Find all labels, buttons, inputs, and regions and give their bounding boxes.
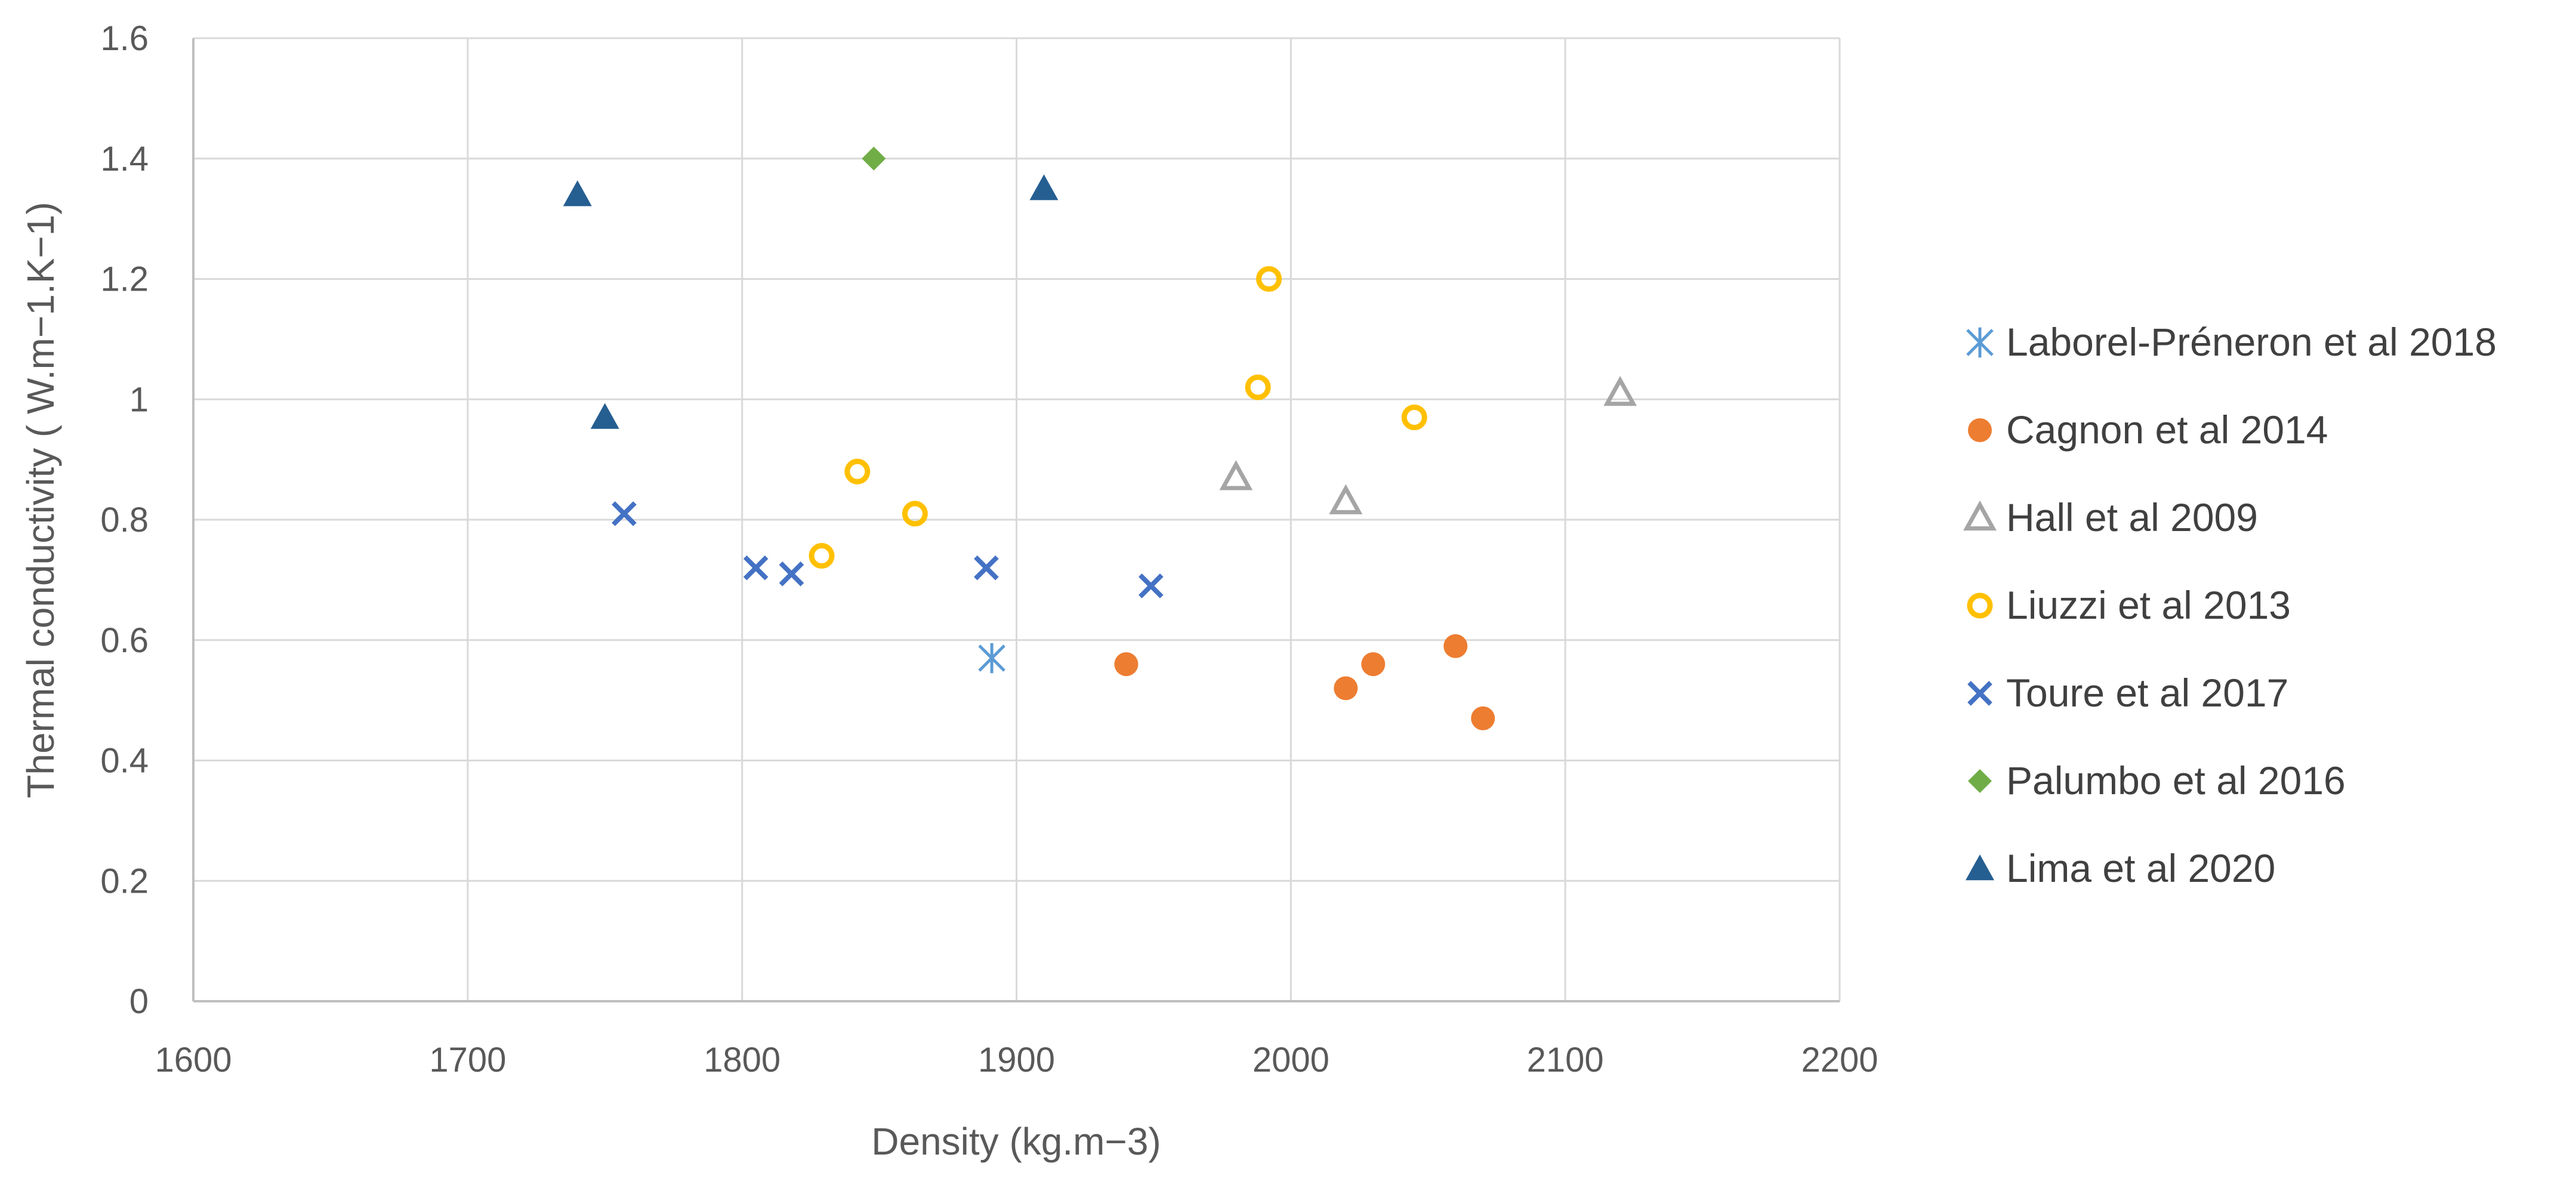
x-tick-label: 1800 (704, 1041, 780, 1079)
legend-item: Laborel-Préneron et al 2018 (1966, 320, 2497, 364)
legend-label: Hall et al 2009 (2006, 495, 2258, 539)
data-point (978, 643, 1005, 674)
data-point (563, 180, 592, 206)
data-point (902, 501, 928, 527)
data-point (1329, 484, 1363, 514)
legend-label: Laborel-Préneron et al 2018 (2006, 320, 2497, 364)
data-point (844, 458, 871, 485)
data-point (974, 555, 999, 581)
data-point (1603, 375, 1637, 406)
axes (192, 38, 1840, 1002)
y-tick-label: 0 (129, 982, 149, 1021)
data-point (1471, 706, 1495, 730)
legend-label: Toure et al 2017 (2006, 671, 2288, 715)
legend-marker (1967, 681, 1992, 706)
x-tick-label: 1600 (155, 1041, 232, 1079)
data-point (1029, 174, 1059, 200)
y-tick-label: 0.4 (100, 742, 149, 780)
x-tick-label: 1700 (429, 1041, 506, 1079)
y-tick-label: 0.6 (100, 621, 149, 660)
data-point (1219, 460, 1253, 490)
data-point (1114, 652, 1139, 677)
legend-label: Palumbo et al 2016 (2006, 758, 2346, 803)
y-tick-label: 0.2 (100, 862, 149, 900)
legend-marker (1967, 592, 1993, 619)
data-point (1138, 573, 1164, 598)
data-point (779, 561, 804, 587)
data-point (1256, 266, 1282, 292)
legend-marker (1968, 418, 1992, 442)
data-points (563, 146, 1637, 730)
data-point (612, 501, 637, 526)
legend-label: Liuzzi et al 2013 (2006, 583, 2291, 627)
y-tick-label: 1.4 (100, 140, 149, 178)
data-point (1443, 634, 1468, 658)
data-point (809, 543, 835, 569)
legend-marker (1968, 769, 1992, 793)
legend-marker (1966, 327, 1994, 358)
y-tick-label: 0.8 (100, 501, 149, 539)
data-point (1334, 676, 1358, 700)
y-tick-label: 1.6 (100, 19, 149, 58)
tick-labels: 1600 1700 1800 1900 2000 2100 2200 0 0.2 0.4 0.6 0.… (100, 19, 1878, 1079)
x-tick-label: 2200 (1801, 1041, 1878, 1079)
data-point (590, 403, 619, 429)
legend: Laborel-Préneron et al 2018 Cagnon et al … (1963, 320, 2497, 890)
legend-item: Lima et al 2020 (1966, 846, 2275, 890)
legend-item: Toure et al 2017 (1967, 671, 2288, 715)
legend-marker (1966, 854, 1994, 881)
legend-item: Cagnon et al 2014 (1968, 408, 2328, 452)
legend-item: Liuzzi et al 2013 (1967, 583, 2291, 627)
data-point (1245, 374, 1271, 400)
x-tick-label: 2100 (1527, 1041, 1604, 1079)
y-tick-label: 1.2 (100, 260, 149, 299)
legend-item: Hall et al 2009 (1963, 495, 2258, 539)
data-point (1361, 652, 1386, 677)
data-point (862, 146, 886, 171)
y-axis-title: Thermal conductivity ( W.m−1.K−1) (19, 202, 62, 798)
gridlines (193, 37, 1841, 1001)
x-tick-label: 2000 (1252, 1041, 1329, 1079)
data-point (743, 555, 769, 581)
x-axis-title: Density (kg.m−3) (871, 1120, 1161, 1163)
legend-item: Palumbo et al 2016 (1968, 758, 2346, 803)
y-tick-label: 1 (129, 380, 149, 419)
legend-marker (1963, 500, 1997, 531)
x-tick-label: 1900 (978, 1041, 1055, 1079)
data-point (1401, 405, 1427, 431)
legend-label: Lima et al 2020 (2006, 846, 2275, 890)
legend-label: Cagnon et al 2014 (2006, 408, 2328, 452)
